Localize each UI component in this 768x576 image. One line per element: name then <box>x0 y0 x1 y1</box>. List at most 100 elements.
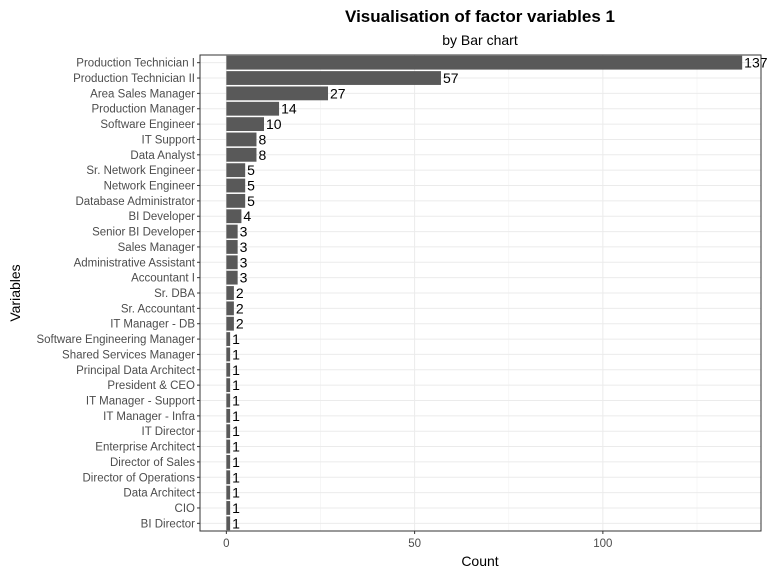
y-tick-label: Data Architect <box>123 488 195 500</box>
y-tick-label: Sr. Network Engineer <box>86 165 195 177</box>
bar <box>226 485 231 500</box>
bar <box>226 393 231 408</box>
bar <box>226 178 246 193</box>
bar <box>226 209 242 224</box>
bar <box>226 132 257 147</box>
bar-value-label: 3 <box>240 270 248 286</box>
bar-value-label: 4 <box>243 208 251 224</box>
y-tick-label: Sales Manager <box>118 242 196 254</box>
bar-value-label: 1 <box>232 469 240 485</box>
bar-value-label: 3 <box>240 239 248 255</box>
bar <box>226 378 231 393</box>
bar-value-label: 1 <box>232 515 240 531</box>
y-tick-label: BI Developer <box>129 211 196 223</box>
bars <box>226 55 743 531</box>
x-tick-label: 0 <box>223 538 229 550</box>
y-tick-label: Software Engineering Manager <box>36 334 195 346</box>
bar <box>226 193 246 208</box>
bar-value-label: 1 <box>232 423 240 439</box>
bar <box>226 270 238 285</box>
y-tick-label: IT Support <box>142 134 196 146</box>
bar-value-label: 137 <box>744 55 768 71</box>
y-axis-label: Variables <box>7 264 23 321</box>
x-axis: 0 50 100 <box>223 531 612 550</box>
y-tick-label: IT Director <box>142 426 196 438</box>
y-tick-label: Data Analyst <box>130 150 195 162</box>
bar <box>226 301 234 316</box>
bar-value-label: 57 <box>443 70 459 86</box>
y-tick-label: CIO <box>175 503 196 515</box>
bar <box>226 454 231 469</box>
bar-value-label: 14 <box>281 101 297 117</box>
y-tick-label: Director of Sales <box>110 457 195 469</box>
bar-value-label: 5 <box>247 178 255 194</box>
bar-value-label: 27 <box>330 85 346 101</box>
y-tick-label: Administrative Assistant <box>74 257 196 269</box>
y-tick-label: Network Engineer <box>104 181 196 193</box>
bar <box>226 501 231 515</box>
y-tick-label: IT Manager - Infra <box>103 411 195 423</box>
bar <box>226 101 280 116</box>
y-tick-label: Production Technician I <box>76 58 195 70</box>
bar-value-label: 1 <box>232 500 240 516</box>
bar <box>226 163 246 178</box>
y-tick-label: Database Administrator <box>75 196 195 208</box>
bar-value-label: 1 <box>232 485 240 501</box>
bar <box>226 240 238 254</box>
bar <box>226 424 231 439</box>
y-tick-label: Director of Operations <box>83 472 196 484</box>
bar-value-label: 2 <box>236 316 244 332</box>
bar-value-label: 5 <box>247 162 255 178</box>
bar <box>226 55 743 70</box>
y-tick-label: Sr. DBA <box>154 288 195 300</box>
y-tick-label: Production Manager <box>91 104 195 116</box>
bar-value-label: 1 <box>232 377 240 393</box>
bar <box>226 347 231 362</box>
y-tick-label: Senior BI Developer <box>92 227 195 239</box>
bar-value-label: 5 <box>247 193 255 209</box>
bar-value-label: 10 <box>266 116 282 132</box>
bar-value-label: 1 <box>232 331 240 347</box>
bar <box>226 286 234 300</box>
bar <box>226 224 238 239</box>
bar <box>226 470 231 485</box>
bar-value-label: 1 <box>232 392 240 408</box>
y-tick-label: Software Engineer <box>100 119 195 131</box>
y-tick-label: BI Director <box>141 518 195 530</box>
y-tick-label: Sr. Accountant <box>121 303 196 315</box>
bar <box>226 408 231 423</box>
bar-value-label: 3 <box>240 254 248 270</box>
y-tick-label: Principal Data Architect <box>76 365 196 377</box>
bar <box>226 362 231 377</box>
bar-value-label: 2 <box>236 300 244 316</box>
y-tick-label: Production Technician II <box>73 73 195 85</box>
bar-value-label: 2 <box>236 285 244 301</box>
y-tick-label: IT Manager - Support <box>86 395 196 407</box>
y-tick-label: Shared Services Manager <box>62 349 195 361</box>
chart-subtitle: by Bar chart <box>442 32 518 48</box>
y-axis: Production Technician I Production Techni… <box>36 58 200 530</box>
bar <box>226 332 231 346</box>
bar-value-label: 1 <box>232 439 240 455</box>
y-tick-label: Enterprise Architect <box>95 442 196 454</box>
chart-title: Visualisation of factor variables 1 <box>345 7 615 26</box>
bar-value-label: 1 <box>232 454 240 470</box>
x-tick-label: 50 <box>408 538 421 550</box>
x-tick-label: 100 <box>593 538 612 550</box>
bar-value-label: 8 <box>258 131 266 147</box>
bar-value-label: 3 <box>240 224 248 240</box>
bar-value-label: 1 <box>232 362 240 378</box>
bar-value-label: 1 <box>232 408 240 424</box>
bar <box>226 71 441 85</box>
bar <box>226 117 265 132</box>
bar-value-label: 8 <box>258 147 266 163</box>
grid-lines <box>200 55 761 531</box>
bar <box>226 316 234 331</box>
y-tick-label: Area Sales Manager <box>90 88 195 100</box>
y-tick-label: IT Manager - DB <box>110 319 195 331</box>
bar-value-label: 1 <box>232 346 240 362</box>
y-tick-label: President & CEO <box>107 380 195 392</box>
bar <box>226 516 231 531</box>
